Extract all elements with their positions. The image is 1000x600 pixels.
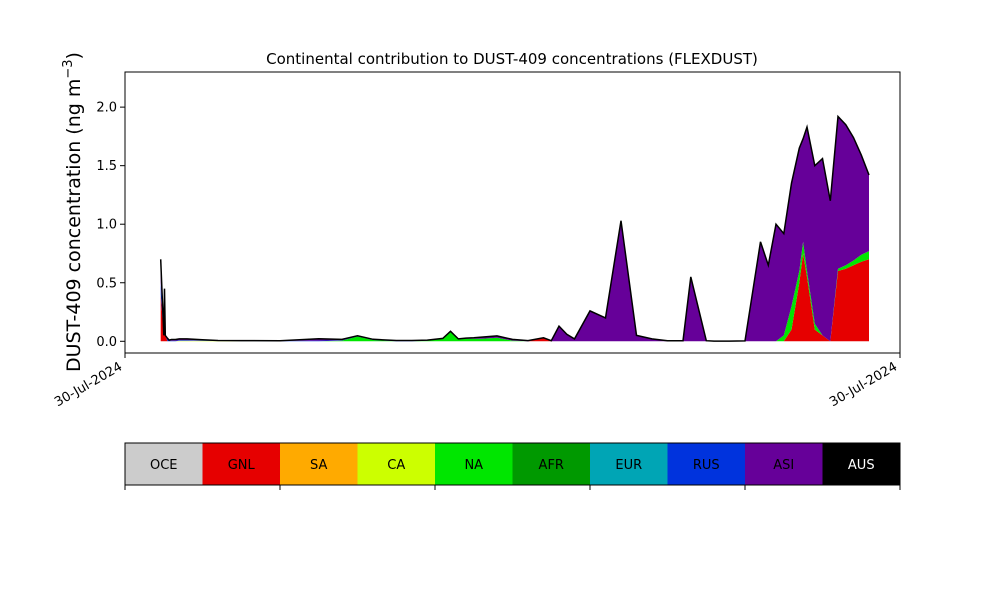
legend-label-ca: CA bbox=[387, 458, 405, 473]
legend-swatch-gnl bbox=[202, 443, 280, 485]
legend-swatch-rus bbox=[667, 443, 745, 485]
x-tick-label: 30-Jul-2024 bbox=[827, 359, 900, 410]
legend-swatch-asi bbox=[745, 443, 823, 485]
legend-label-rus: RUS bbox=[693, 458, 720, 473]
legend-swatch-oce bbox=[125, 443, 203, 485]
y-tick-label: 0.5 bbox=[96, 276, 117, 291]
y-axis-label: DUST-409 concentration (ng m−3) bbox=[61, 52, 85, 372]
legend-label-afr: AFR bbox=[539, 458, 564, 473]
y-tick-label: 1.0 bbox=[96, 218, 117, 233]
series-area-gnl bbox=[160, 253, 869, 342]
legend-swatch-afr bbox=[512, 443, 590, 485]
legend-label-gnl: GNL bbox=[228, 458, 256, 473]
legend-label-oce: OCE bbox=[150, 458, 178, 473]
legend-label-eur: EUR bbox=[615, 458, 642, 473]
y-tick-label: 2.0 bbox=[96, 101, 117, 116]
legend-label-asi: ASI bbox=[773, 458, 794, 473]
total-outline bbox=[159, 114, 870, 342]
legend-swatch-ca bbox=[357, 443, 435, 485]
y-axis: 0.0 0.5 1.0 1.5 2.0 bbox=[96, 101, 125, 350]
continent-legend: OCE GNL SA CA NA AFR EUR RUS ASI AUS bbox=[124, 442, 901, 490]
legend-frame bbox=[124, 442, 901, 486]
legend-label-aus: AUS bbox=[848, 458, 875, 473]
y-tick-label: 0.0 bbox=[96, 335, 117, 350]
legend-swatch-eur bbox=[590, 443, 668, 485]
plot-area bbox=[124, 71, 901, 354]
legend-swatch-na bbox=[435, 443, 513, 485]
plot-frame bbox=[124, 71, 901, 354]
legend-swatch-aus bbox=[822, 443, 900, 485]
y-tick-label: 1.5 bbox=[96, 159, 117, 174]
legend-label-na: NA bbox=[464, 458, 483, 473]
x-axis: 30-Jul-2024 30-Jul-2024 bbox=[52, 353, 901, 410]
legend-label-sa: SA bbox=[310, 458, 327, 473]
chart-title: Continental contribution to DUST-409 con… bbox=[266, 50, 758, 68]
series-area-asi bbox=[160, 116, 869, 342]
legend-swatch-sa bbox=[280, 443, 358, 485]
